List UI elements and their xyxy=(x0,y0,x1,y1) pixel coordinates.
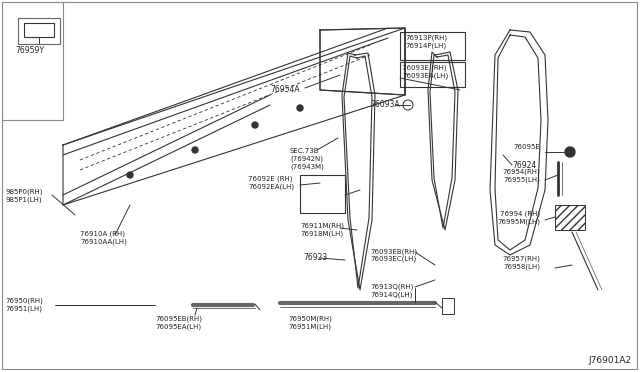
Bar xyxy=(400,32,465,60)
Circle shape xyxy=(252,122,258,128)
Bar xyxy=(18,18,60,44)
Text: 76095EB(RH)
76095EA(LH): 76095EB(RH) 76095EA(LH) xyxy=(155,315,202,330)
Circle shape xyxy=(192,147,198,153)
Text: 76954A: 76954A xyxy=(270,85,300,94)
Text: 76957(RH)
76958(LH): 76957(RH) 76958(LH) xyxy=(502,255,540,269)
Bar xyxy=(400,62,465,87)
Text: 76950M(RH)
76951M(LH): 76950M(RH) 76951M(LH) xyxy=(288,315,332,330)
Bar xyxy=(300,175,345,213)
Text: 76910A (RH)
76910AA(LH): 76910A (RH) 76910AA(LH) xyxy=(80,230,127,244)
Text: 76911M(RH)
76918M(LH): 76911M(RH) 76918M(LH) xyxy=(300,222,344,237)
Circle shape xyxy=(127,172,133,178)
Text: 76954(RH)
76955(LH): 76954(RH) 76955(LH) xyxy=(502,168,540,183)
Text: 76092E (RH)
76092EA(LH): 76092E (RH) 76092EA(LH) xyxy=(248,175,294,189)
Text: 985P0(RH)
985P1(LH): 985P0(RH) 985P1(LH) xyxy=(5,188,42,202)
Bar xyxy=(24,23,54,37)
Bar xyxy=(555,205,585,230)
Bar xyxy=(442,298,454,314)
Text: 76093E (RH)
76093EA(LH): 76093E (RH) 76093EA(LH) xyxy=(402,64,448,78)
Text: SEC.73B
(76942N)
(76943M): SEC.73B (76942N) (76943M) xyxy=(290,148,324,170)
Text: 76924: 76924 xyxy=(512,160,536,170)
Text: 76959Y: 76959Y xyxy=(15,46,45,55)
Text: 76093EB(RH)
76093EC(LH): 76093EB(RH) 76093EC(LH) xyxy=(370,248,417,263)
Circle shape xyxy=(297,105,303,111)
Text: 76913P(RH)
76914P(LH): 76913P(RH) 76914P(LH) xyxy=(405,34,447,48)
Text: 76913Q(RH)
76914Q(LH): 76913Q(RH) 76914Q(LH) xyxy=(370,283,413,298)
Text: 76994 (RH)
76995M(LH): 76994 (RH) 76995M(LH) xyxy=(497,210,540,224)
Text: 76950(RH)
76951(LH): 76950(RH) 76951(LH) xyxy=(5,298,43,312)
Text: J76901A2: J76901A2 xyxy=(589,356,632,365)
Text: 76095E: 76095E xyxy=(513,144,540,150)
Circle shape xyxy=(565,147,575,157)
Text: 76923: 76923 xyxy=(303,253,327,262)
Text: 76093A: 76093A xyxy=(370,100,399,109)
